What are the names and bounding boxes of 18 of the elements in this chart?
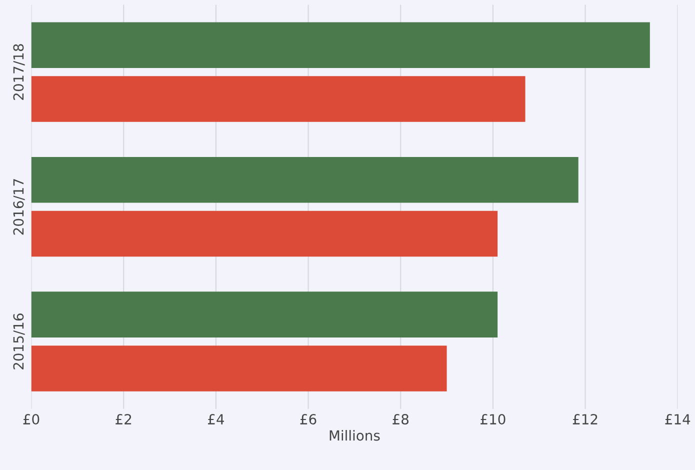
bar bbox=[31, 346, 447, 392]
x-tick-label: £2 bbox=[116, 414, 132, 424]
bar bbox=[31, 76, 526, 122]
x-tick-label: £10 bbox=[480, 414, 506, 425]
x-axis-title: Millions bbox=[330, 430, 380, 441]
y-tick-label: 2015/16 bbox=[13, 314, 25, 370]
x-tick-label: £4 bbox=[208, 414, 224, 424]
bar bbox=[31, 210, 498, 257]
x-tick-label: £12 bbox=[572, 414, 598, 424]
x-tick-label: £8 bbox=[392, 414, 409, 425]
y-tick-label: 2017/18 bbox=[13, 44, 25, 100]
x-tick-label: £6 bbox=[300, 414, 316, 425]
bar bbox=[31, 292, 498, 338]
y-tick-label: 2016/17 bbox=[13, 179, 25, 235]
x-tick-label: £14 bbox=[665, 414, 690, 424]
bar bbox=[31, 156, 578, 203]
bar bbox=[31, 22, 650, 68]
x-tick-label: £0 bbox=[23, 414, 40, 425]
